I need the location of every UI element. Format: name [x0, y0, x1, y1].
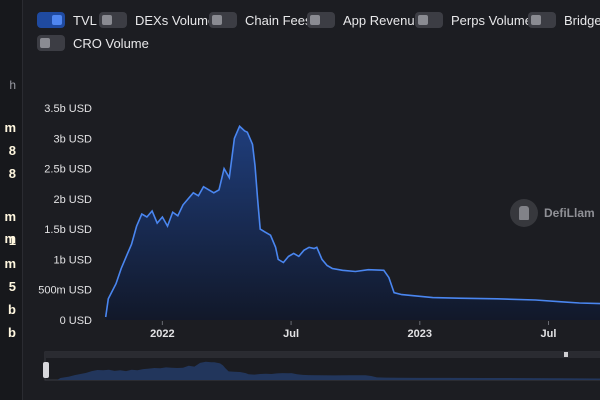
y-tick-label: 1.5b USD: [44, 224, 92, 236]
toggle-knob: [52, 15, 62, 25]
toggle-switch[interactable]: [528, 12, 556, 28]
toggle-tvl[interactable]: TVL: [37, 10, 97, 30]
watermark-text: DefiLlam: [544, 206, 595, 220]
toggle-label: Perps Volume: [451, 12, 532, 28]
toggle-switch[interactable]: [209, 12, 237, 28]
y-tick-label: 2.5b USD: [44, 164, 92, 176]
toggle-label: TVL: [73, 12, 97, 28]
llama-logo-icon: [510, 199, 538, 227]
toggle-bridged[interactable]: Bridged: [528, 10, 600, 30]
y-tick-label: 1b USD: [53, 254, 92, 266]
toggle-knob: [40, 38, 50, 48]
toggle-switch[interactable]: [37, 12, 65, 28]
x-axis-ticks: 2022 Jul 2023 Jul: [150, 321, 556, 340]
y-tick-label: 500m USD: [38, 285, 92, 297]
toggle-knob: [102, 15, 112, 25]
range-slider-preview: [57, 361, 600, 380]
watermark: DefiLlam: [510, 199, 595, 227]
side-value: b: [8, 325, 16, 340]
y-tick-label: 0 USD: [60, 315, 92, 327]
chart-panel: TVL DEXs Volume Chain Fees App Revenue Perps…: [23, 0, 600, 400]
toggle-switch[interactable]: [99, 12, 127, 28]
toggle-switch[interactable]: [415, 12, 443, 28]
tvl-chart: 0 USD 500m USD 1b USD 1.5b USD 2b USD 2.5b US…: [38, 103, 600, 381]
toggle-app-revenue[interactable]: App Revenue: [307, 10, 422, 30]
toggle-perps-volume[interactable]: Perps Volume: [415, 10, 532, 30]
tvl-line: [104, 124, 600, 318]
y-axis-ticks: 0 USD 500m USD 1b USD 1.5b USD 2b USD 2.5b US…: [38, 103, 92, 327]
toggle-chain-fees[interactable]: Chain Fees: [209, 10, 311, 30]
y-tick-label: 3b USD: [53, 133, 92, 145]
side-value: m: [4, 231, 16, 246]
y-tick-label: 2b USD: [53, 194, 92, 206]
toggle-label: CRO Volume: [73, 35, 149, 51]
x-tick-label: 2022: [150, 328, 174, 340]
range-handle-right[interactable]: [564, 352, 568, 357]
toggle-label: App Revenue: [343, 12, 422, 28]
side-value: m: [4, 120, 16, 135]
x-tick-label: Jul: [541, 328, 557, 340]
toggle-label: Bridged: [564, 12, 600, 28]
toggle-cro-volume[interactable]: CRO Volume: [37, 33, 149, 53]
x-tick-label: Jul: [283, 328, 299, 340]
toggle-dexs-volume[interactable]: DEXs Volume: [99, 10, 215, 30]
toggle-switch[interactable]: [37, 35, 65, 51]
side-value: 1: [8, 233, 16, 248]
side-value: 5: [8, 279, 16, 294]
side-value: m: [4, 256, 16, 271]
side-value: 8: [8, 143, 16, 158]
toggle-knob: [418, 15, 428, 25]
y-tick-label: 3.5b USD: [44, 103, 92, 115]
toggle-label: Chain Fees: [245, 12, 312, 28]
toggle-switch[interactable]: [307, 12, 335, 28]
tvl-area: [105, 126, 600, 320]
range-slider[interactable]: [43, 351, 600, 381]
range-handle-left[interactable]: [43, 362, 49, 378]
toggle-knob: [212, 15, 222, 25]
toggle-knob: [531, 15, 541, 25]
toggle-knob: [310, 15, 320, 25]
side-value: b: [8, 302, 16, 317]
side-value: m: [4, 209, 16, 224]
side-value: 8: [8, 166, 16, 181]
side-value: h: [9, 78, 16, 92]
toggle-label: DEXs Volume: [135, 12, 216, 28]
x-tick-label: 2023: [408, 328, 432, 340]
